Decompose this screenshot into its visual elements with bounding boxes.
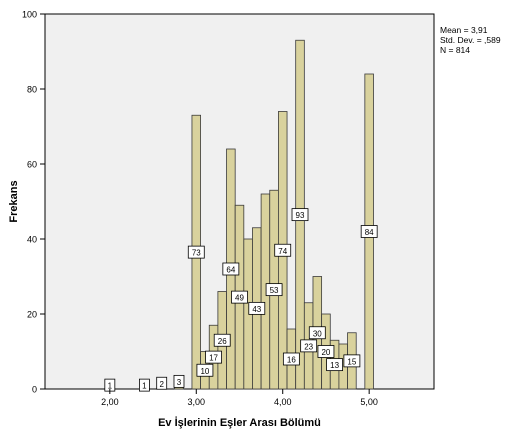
bar-count-label: 15 <box>347 357 356 366</box>
bar-label-box <box>291 208 309 222</box>
bar-label-box <box>326 358 343 372</box>
bar-label-box <box>205 350 222 364</box>
x-axis: 2,00 3,00 4,00 5,00 <box>101 389 378 407</box>
bar-count-label: 20 <box>321 348 330 357</box>
bar-label-box <box>187 245 205 259</box>
bar-label-box <box>231 290 248 304</box>
bar-label-box <box>248 301 266 315</box>
bar-count-label: 10 <box>200 367 209 376</box>
bar-count-label: 64 <box>226 266 235 275</box>
y-axis-label: Frekans <box>8 180 20 222</box>
y-tick-label: 0 <box>32 385 37 395</box>
bar-label-box <box>300 339 318 353</box>
summary-stats: Mean = 3,91 Std. Dev. = ,589 N = 814 <box>440 25 501 55</box>
bar-label-box <box>139 378 150 392</box>
bar-label-box <box>274 243 292 257</box>
bar-count-label: 30 <box>313 329 322 338</box>
x-tick-label: 4,00 <box>274 397 292 407</box>
bar-count-label: 3 <box>177 378 182 387</box>
bar-count-label: 1 <box>108 382 113 391</box>
bar-label-box <box>156 376 168 390</box>
bar-label-box <box>343 354 361 368</box>
bar-count-label: 13 <box>330 361 339 370</box>
bar-count-label: 73 <box>192 249 201 258</box>
y-tick-label: 60 <box>27 160 37 170</box>
y-tick-label: 100 <box>22 10 37 20</box>
bar-label-box <box>222 262 240 276</box>
bar-label-box <box>282 352 300 366</box>
stat-std-dev: Std. Dev. = ,589 <box>440 35 501 45</box>
bar-label-box <box>213 333 231 347</box>
bar-label-box <box>173 374 185 388</box>
stat-n: N = 814 <box>440 45 471 55</box>
x-tick-label: 3,00 <box>188 397 206 407</box>
bar-label-box <box>196 363 214 377</box>
bar-count-label: 26 <box>218 337 227 346</box>
bar-count-label: 84 <box>365 228 374 237</box>
bar-count-label: 17 <box>209 354 218 363</box>
bar-count-label: 49 <box>235 294 244 303</box>
bar-count-label: 74 <box>278 247 287 256</box>
y-tick-label: 20 <box>27 310 37 320</box>
bar-count-label: 93 <box>296 211 305 220</box>
stat-mean: Mean = 3,91 <box>440 25 488 35</box>
bar-label-box <box>308 326 326 340</box>
x-tick-label: 2,00 <box>101 397 119 407</box>
y-axis: 0 20 40 60 80 100 <box>22 10 45 395</box>
bar-label-box <box>265 283 283 297</box>
bar-count-label: 23 <box>304 342 313 351</box>
bar-count-label: 16 <box>287 356 296 365</box>
bar-count-label: 53 <box>270 286 279 295</box>
bar-count-label: 2 <box>159 380 164 389</box>
bar-count-label: 1 <box>142 382 147 391</box>
x-tick-label: 5,00 <box>360 397 378 407</box>
y-tick-label: 80 <box>27 85 37 95</box>
bar-label-box <box>360 225 378 238</box>
bar-count-label: 43 <box>252 305 261 314</box>
x-axis-label: Ev İşlerinin Eşler Arası Bölümü <box>158 416 321 429</box>
y-tick-label: 40 <box>27 235 37 245</box>
bar-label-box <box>317 345 335 358</box>
